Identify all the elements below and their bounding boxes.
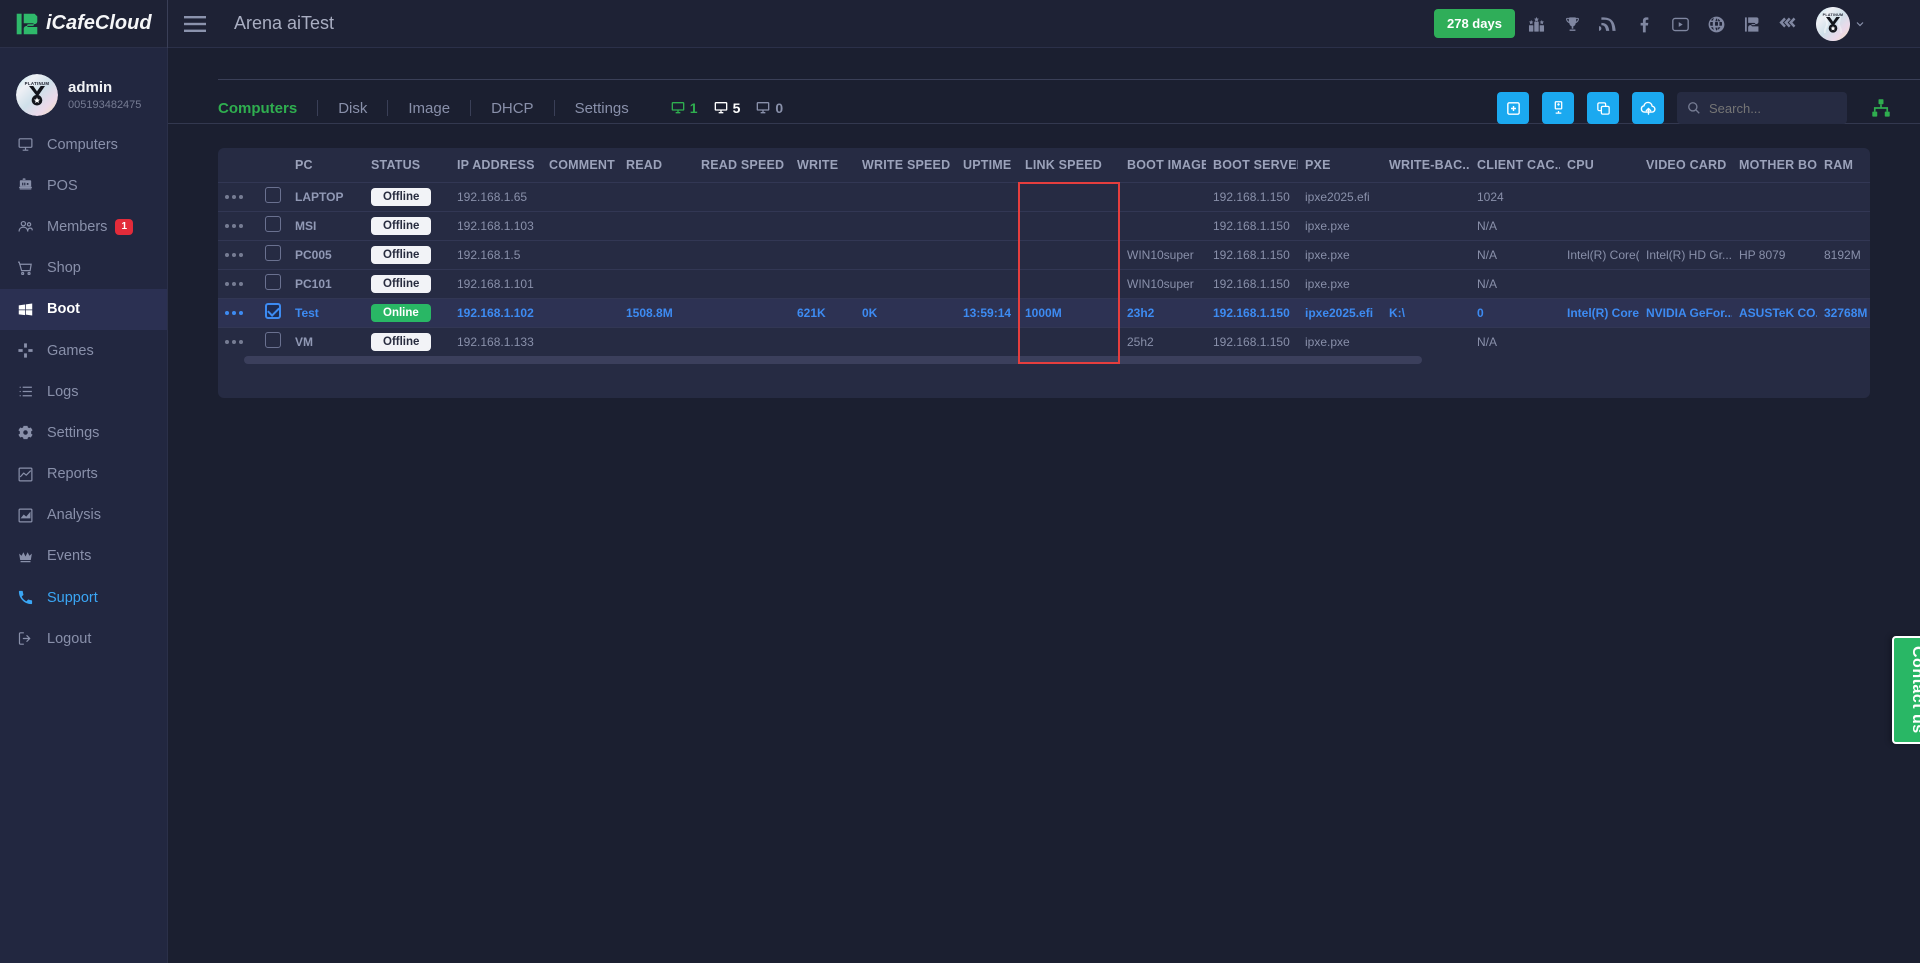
svg-text:PLATINUM: PLATINUM (25, 81, 50, 86)
svg-text:PLATINUM: PLATINUM (1823, 13, 1844, 17)
